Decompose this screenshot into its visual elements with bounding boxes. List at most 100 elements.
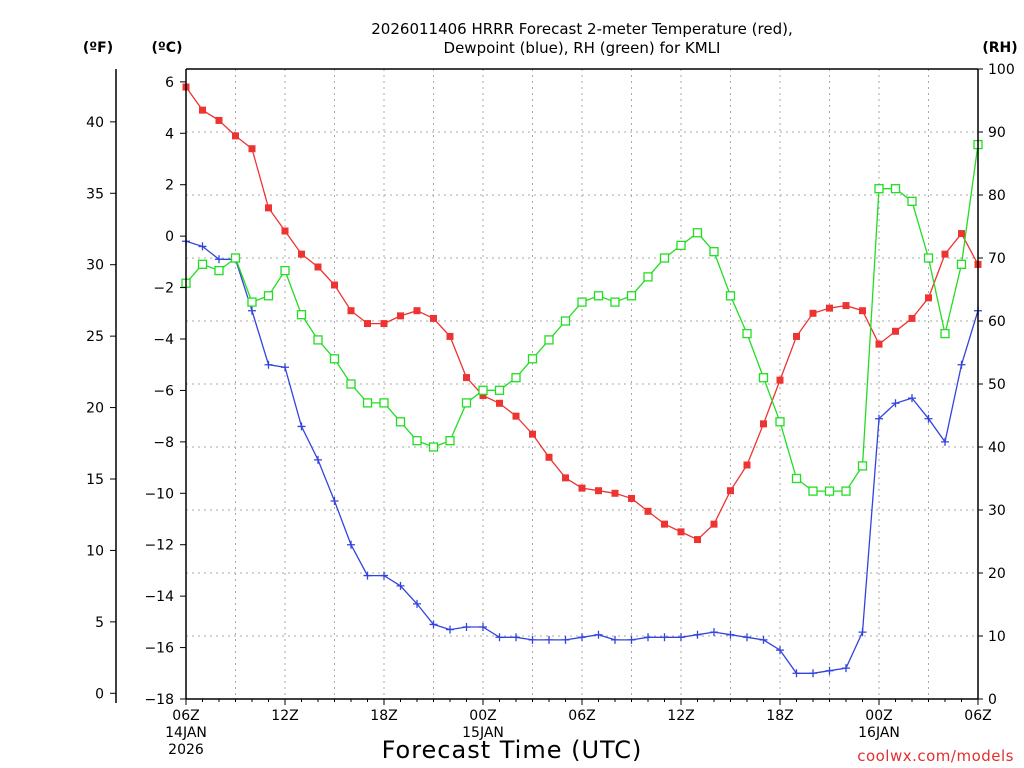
fahrenheit-tick-label: 20 <box>86 401 104 417</box>
dewpoint-point <box>611 635 619 644</box>
rh-point <box>362 398 373 408</box>
temperature-point <box>314 263 322 271</box>
fahrenheit-tick-label: 0 <box>95 686 104 702</box>
dewpoint-point <box>545 635 553 644</box>
temperature-point <box>694 536 701 544</box>
dewpoint-point <box>561 635 570 644</box>
dewpoint-point <box>759 635 768 644</box>
x-tick-date-label: 14JAN <box>165 725 207 741</box>
dewpoint-point <box>495 633 504 642</box>
temperature-point <box>562 474 569 482</box>
brand-watermark: coolwx.com/models <box>857 747 1014 765</box>
x-tick-label: 06Z <box>964 708 991 724</box>
fahrenheit-unit-label: (ºF) <box>83 40 113 56</box>
temperature-point <box>512 412 520 420</box>
temperature-point <box>842 302 850 310</box>
temperature-point <box>826 304 833 312</box>
x-tick-label: 12Z <box>667 708 694 724</box>
dewpoint-point <box>396 581 405 590</box>
dewpoint-point <box>314 455 322 464</box>
temperature-point <box>958 230 965 238</box>
dewpoint-point <box>842 664 850 673</box>
fahrenheit-tick-label: 40 <box>86 115 104 131</box>
dewpoint-point <box>594 630 603 639</box>
celsius-tick-label: −14 <box>144 589 174 605</box>
rh-point <box>313 335 323 345</box>
celsius-tick-label: 4 <box>165 126 174 142</box>
temperature-point <box>743 461 751 469</box>
rh-point <box>890 184 901 194</box>
x-tick-year-label: 2026 <box>168 742 204 758</box>
rh-point <box>527 354 538 364</box>
dewpoint-point <box>677 633 685 642</box>
dewpoint-point <box>891 399 900 408</box>
celsius-tick-label: −6 <box>153 383 174 399</box>
celsius-tick-label: 6 <box>165 75 174 91</box>
rh-point <box>956 259 967 269</box>
celsius-tick-label: −18 <box>144 692 174 708</box>
dewpoint-point <box>941 437 949 446</box>
temperature-point <box>215 116 223 124</box>
rh-tick-label: 0 <box>988 692 997 708</box>
temperature-point <box>661 520 668 528</box>
temperature-point <box>710 520 718 528</box>
temperature-point <box>859 307 866 315</box>
dewpoint-point <box>776 646 784 655</box>
x-tick-date-label: 16JAN <box>858 725 900 741</box>
temperature-point <box>545 453 553 461</box>
dewpoint-point <box>264 360 273 369</box>
rh-tick-label: 60 <box>988 314 1006 330</box>
dewpoint-point <box>858 628 867 637</box>
chart-title-line2: Dewpoint (blue), RH (green) for KMLI <box>444 39 721 57</box>
fahrenheit-tick-label: 10 <box>86 543 104 559</box>
rh-unit-label: (RH) <box>982 40 1017 56</box>
celsius-tick-label: −4 <box>153 332 174 348</box>
rh-point <box>263 291 274 301</box>
celsius-tick-label: −12 <box>144 538 174 554</box>
rh-point <box>494 385 505 395</box>
temperature-point <box>413 307 421 315</box>
temperature-point <box>941 250 949 258</box>
temperature-series <box>182 83 982 544</box>
dewpoint-point <box>429 620 438 629</box>
rh-point <box>296 310 307 320</box>
rh-tick-label: 50 <box>988 377 1006 393</box>
dewpoint-point <box>413 599 421 608</box>
dewpoint-point <box>347 540 355 549</box>
rh-point <box>940 328 950 339</box>
dewpoint-point <box>957 360 966 369</box>
temperature-point <box>298 250 305 258</box>
grid <box>186 69 978 699</box>
rh-point <box>379 398 389 408</box>
temperature-point <box>265 204 272 212</box>
rh-tick-label: 100 <box>988 62 1015 78</box>
temperature-point <box>496 399 503 407</box>
rh-point <box>791 473 802 484</box>
rh-tick-label: 40 <box>988 440 1006 456</box>
dewpoint-point <box>809 669 817 678</box>
rh-point <box>560 316 571 326</box>
celsius-tick-label: 2 <box>165 178 174 194</box>
rh-point <box>758 373 769 383</box>
dewpoint-point <box>578 633 586 642</box>
dewpoint-point <box>281 363 289 372</box>
dewpoint-point <box>792 669 801 678</box>
temperature-point <box>908 314 916 322</box>
rh-tick-label: 70 <box>988 251 1006 267</box>
dewpoint-point <box>512 633 520 642</box>
rh-point <box>841 486 851 496</box>
rh-point <box>461 398 472 408</box>
fahrenheit-tick-label: 15 <box>86 472 104 488</box>
x-tick-label: 00Z <box>469 708 496 724</box>
dewpoint-point <box>297 422 306 431</box>
temperature-point <box>925 294 932 302</box>
rh-point <box>593 291 604 301</box>
temperature-point <box>347 307 355 315</box>
temperature-point <box>281 227 289 235</box>
temperature-point <box>331 281 338 289</box>
temperature-point <box>595 487 602 495</box>
x-tick-label: 18Z <box>370 708 397 724</box>
x-axis-label: Forecast Time (UTC) <box>382 736 643 764</box>
dewpoint-point <box>198 242 207 251</box>
dewpoint-point <box>660 633 669 642</box>
